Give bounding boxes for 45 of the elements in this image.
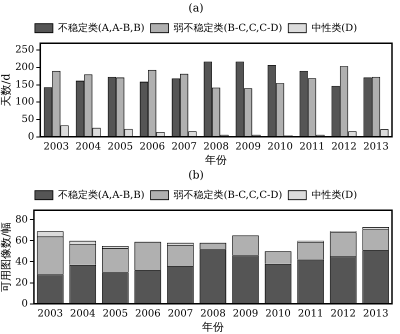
- y-tick-label: 50: [22, 114, 34, 126]
- x-tick-label: 2008: [200, 308, 226, 320]
- x-tick-label: 2004: [76, 141, 101, 152]
- legend-label: 不稳定类(A,A-B,B): [58, 22, 145, 34]
- x-tick-label: 2005: [107, 141, 133, 152]
- x-tick-label: 2012: [330, 308, 356, 320]
- x-tick-label: 2009: [235, 141, 261, 152]
- x-tick-label: 2005: [102, 308, 128, 320]
- x-tick-label: 2013: [362, 308, 388, 320]
- x-tick-label: 2011: [298, 308, 324, 320]
- chart-title: (a): [188, 1, 204, 14]
- y-tick-label: 60: [15, 235, 28, 246]
- legend-label: 中性类(D): [311, 188, 358, 201]
- y-tick-label: 40: [15, 256, 28, 268]
- x-axis-title: 年份: [202, 320, 224, 334]
- x-axis-title: 年份: [205, 153, 228, 166]
- x-tick-label: 2006: [135, 308, 161, 320]
- x-tick-label: 2007: [171, 141, 197, 152]
- y-tick-label: 80: [15, 214, 28, 226]
- x-tick-label: 2013: [363, 141, 389, 152]
- y-tick-label: 100: [15, 96, 34, 108]
- y-tick-label: 0: [22, 298, 28, 310]
- x-tick-label: 2007: [168, 308, 194, 320]
- x-tick-label: 2006: [139, 141, 165, 152]
- x-tick-label: 2003: [44, 141, 69, 152]
- y-axis-title: 天数/d: [0, 74, 12, 106]
- legend-label: 弱不稳定类(B-C,C,C-D): [174, 22, 282, 34]
- x-tick-label: 2010: [265, 308, 291, 320]
- legend-label: 弱不稳定类(B-C,C,C-D): [174, 188, 282, 201]
- x-tick-label: 2010: [267, 141, 293, 152]
- x-tick-label: 2008: [203, 141, 229, 152]
- x-tick-label: 2003: [37, 308, 63, 320]
- y-tick-label: 200: [15, 62, 34, 74]
- x-tick-label: 2004: [70, 308, 96, 320]
- x-tick-label: 2009: [232, 308, 258, 320]
- y-axis-title: 可用图像数/幅: [0, 222, 12, 292]
- legend-label: 不稳定类(A,A-B,B): [58, 188, 145, 201]
- y-tick-label: 150: [15, 79, 34, 90]
- x-tick-label: 2011: [299, 141, 325, 152]
- chart-title: (b): [188, 168, 204, 182]
- y-tick-label: 0: [28, 131, 34, 142]
- legend-label: 中性类(D): [311, 22, 358, 34]
- x-tick-label: 2012: [331, 141, 357, 152]
- y-tick-label: 250: [15, 44, 34, 56]
- y-tick-label: 20: [15, 277, 28, 288]
